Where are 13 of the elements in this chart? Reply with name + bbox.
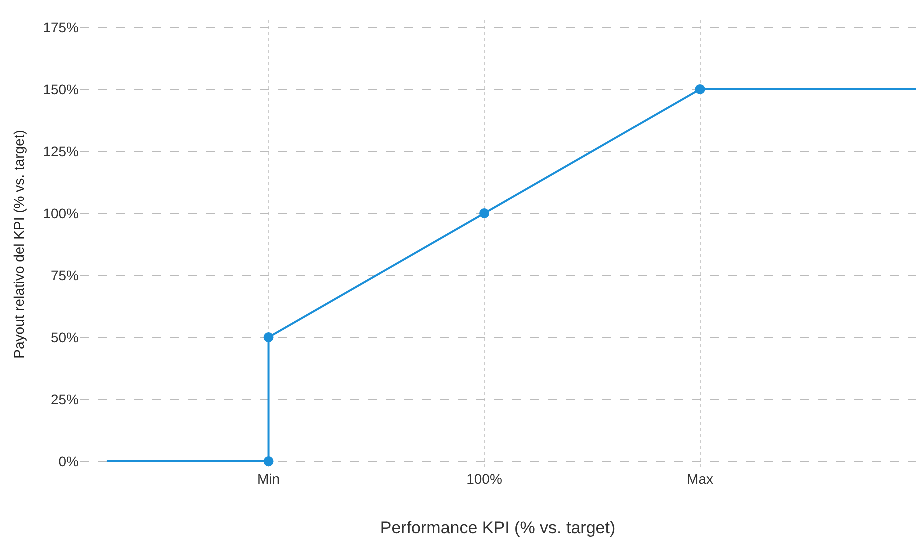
x-tick-label: Max bbox=[687, 471, 714, 487]
y-tick-label: 100% bbox=[43, 205, 79, 222]
y-tick-label: 75% bbox=[50, 267, 79, 284]
y-tick-label: 50% bbox=[50, 329, 79, 346]
y-tick-label: 175% bbox=[43, 19, 79, 36]
y-axis-title: Payout relativo del KPI (% vs. target) bbox=[10, 130, 27, 359]
y-tick-label: 150% bbox=[43, 81, 79, 98]
y-tick-label: 125% bbox=[43, 143, 79, 160]
y-tick-label: 25% bbox=[50, 391, 79, 408]
y-tick-label: 0% bbox=[58, 453, 79, 470]
x-axis-title: Performance KPI (% vs. target) bbox=[380, 518, 616, 538]
x-tick-label: Min bbox=[257, 471, 280, 487]
x-tick-label: 100% bbox=[466, 471, 502, 487]
